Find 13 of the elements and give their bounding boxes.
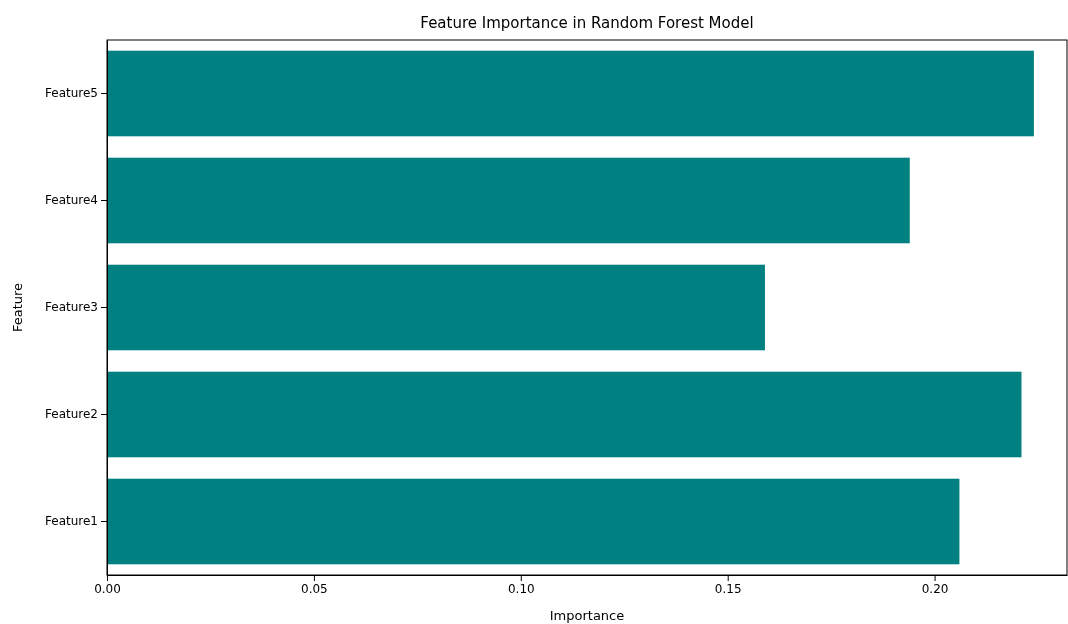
x-axis-title: Importance xyxy=(549,608,625,623)
y-tick-label: Feature1 xyxy=(45,514,98,529)
y-tick-label: Feature5 xyxy=(45,86,98,101)
x-tick-label: 0.10 xyxy=(507,581,535,596)
x-tick-label: 0.20 xyxy=(921,581,949,596)
y-tick-label: Feature4 xyxy=(45,193,98,208)
x-tick-label: 0.00 xyxy=(94,581,121,596)
y-axis-title: Feature xyxy=(10,282,25,333)
chart-title: Feature Importance in Random Forest Model xyxy=(420,14,754,32)
y-tick-label: Feature2 xyxy=(45,407,98,422)
x-tick-label: 0.05 xyxy=(301,581,328,596)
x-tick-label: 0.15 xyxy=(714,581,742,596)
y-tick-label: Feature3 xyxy=(45,300,98,315)
